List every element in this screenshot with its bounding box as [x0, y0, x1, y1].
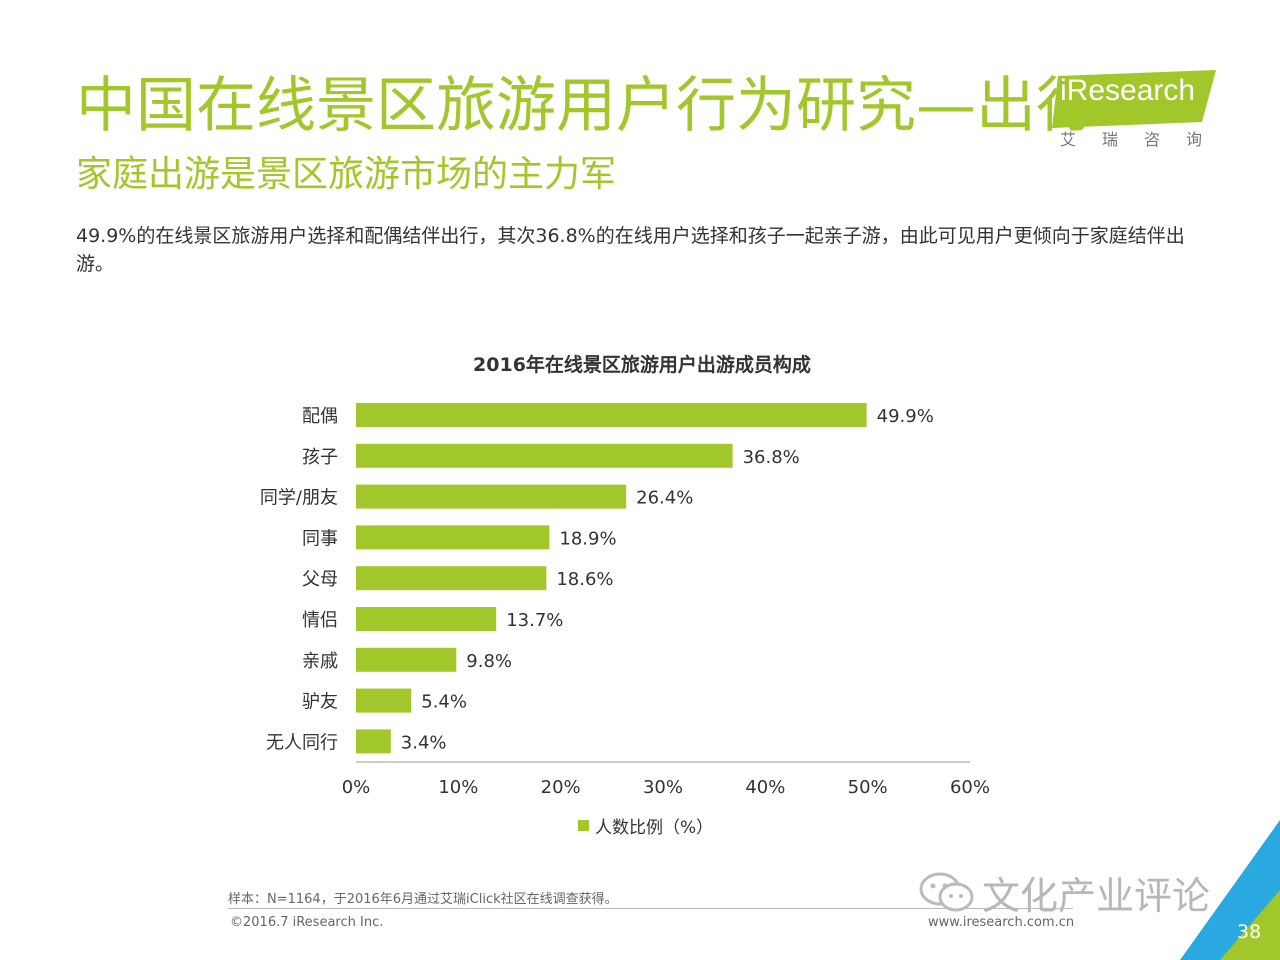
- bar: [356, 566, 547, 591]
- copyright-text: ©2016.7 iResearch Inc.: [230, 915, 384, 930]
- x-tick-label: 10%: [438, 777, 478, 798]
- bars-layer: 配偶 49.9% 孩子 36.8% 同学/朋友 26.4% 同事 18.9% 父母 18.6% 情侣…: [260, 403, 934, 754]
- bar: [356, 525, 550, 550]
- footer-divider: [228, 908, 1073, 909]
- watermark-text: 文化产业评论: [982, 873, 1211, 918]
- website-text: www.iresearch.com.cn: [928, 915, 1075, 930]
- category-label: 同学/朋友: [260, 488, 338, 509]
- intro-text: 49.9%的在线景区旅游用户选择和配偶结伴出行，其次36.8%的在线用户选择和孩…: [76, 225, 1185, 275]
- value-label: 9.8%: [466, 651, 512, 672]
- x-tick-label: 20%: [541, 777, 581, 798]
- x-tick-label: 30%: [643, 777, 683, 798]
- category-label: 孩子: [302, 447, 338, 468]
- value-label: 3.4%: [401, 732, 447, 753]
- category-label: 同事: [302, 528, 338, 549]
- iresearch-logo: iResearch 艾瑞咨询: [1052, 64, 1222, 154]
- value-label: 36.8%: [743, 447, 800, 468]
- x-tick-label: 0%: [342, 777, 371, 798]
- logo-sub-text: 艾瑞咨询: [1060, 130, 1229, 149]
- legend-label: 人数比例（%）: [595, 818, 714, 838]
- value-label: 18.6%: [556, 569, 613, 590]
- page-title: 中国在线景区旅游用户行为研究—出行: [76, 71, 1096, 141]
- bar: [356, 607, 497, 631]
- bar: [356, 647, 457, 672]
- category-label: 情侣: [302, 610, 338, 631]
- bar: [356, 688, 412, 713]
- x-tick-label: 50%: [848, 777, 888, 798]
- x-tick-label: 40%: [745, 777, 785, 798]
- category-label: 亲戚: [302, 651, 338, 672]
- x-tick-label: 60%: [950, 777, 990, 798]
- bar: [356, 729, 391, 754]
- category-label: 父母: [302, 569, 338, 590]
- page-number: 38: [1237, 921, 1262, 943]
- x-ticks-layer: 0% 10% 20% 30% 40% 50% 60%: [342, 777, 990, 798]
- page-subtitle: 家庭出游是景区旅游市场的主力军: [76, 154, 617, 195]
- legend-swatch: [578, 820, 589, 831]
- chart-legend: 人数比例（%）: [578, 813, 713, 838]
- wechat-watermark: 文化产业评论: [918, 870, 1210, 918]
- category-label: 驴友: [302, 692, 338, 713]
- value-label: 13.7%: [506, 610, 563, 631]
- value-label: 18.9%: [559, 528, 616, 549]
- value-label: 5.4%: [421, 692, 467, 713]
- bar: [356, 484, 627, 509]
- bar: [356, 403, 867, 427]
- wechat-icon: [919, 872, 974, 912]
- category-label: 配偶: [302, 406, 338, 427]
- category-label: 无人同行: [266, 732, 338, 753]
- value-label: 26.4%: [636, 488, 693, 509]
- logo-brand-text: iResearch: [1060, 74, 1196, 107]
- chart-title: 2016年在线景区旅游用户出游成员构成: [473, 354, 811, 376]
- sample-note: 样本：N=1164，于2016年6月通过艾瑞iClick社区在线调查获得。: [228, 892, 618, 907]
- corner-decoration: [1180, 820, 1280, 960]
- bar: [356, 443, 733, 468]
- logo-banner-shape: [1052, 70, 1216, 128]
- value-label: 49.9%: [877, 406, 934, 427]
